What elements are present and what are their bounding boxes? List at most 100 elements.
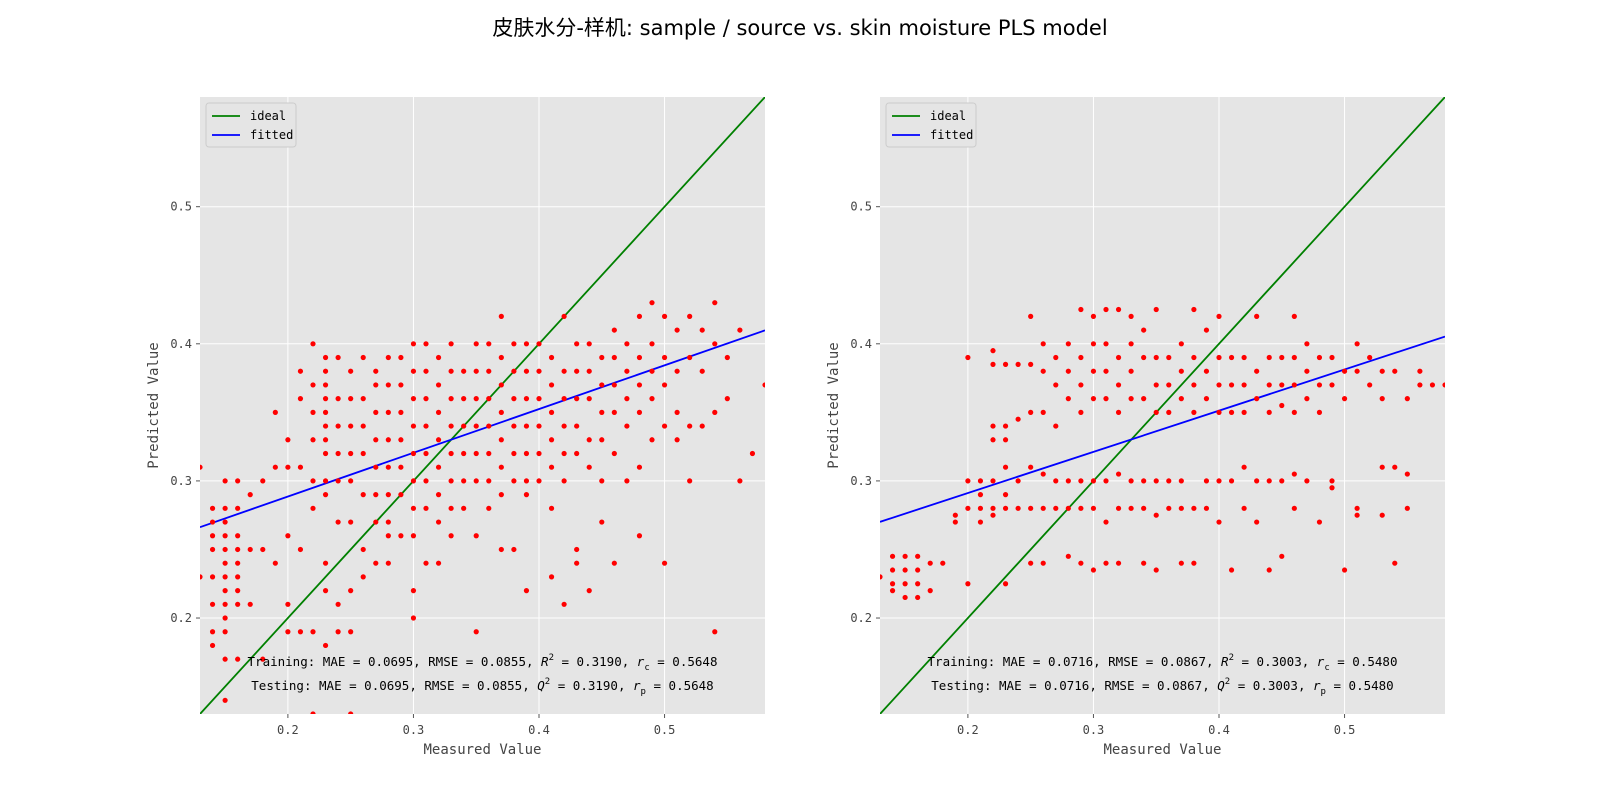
data-point bbox=[674, 409, 680, 415]
metric-fragment: = 0.5648 bbox=[650, 654, 718, 669]
data-point bbox=[348, 423, 354, 429]
data-point bbox=[310, 409, 316, 415]
data-point bbox=[1040, 505, 1046, 511]
data-point bbox=[310, 437, 316, 443]
x-tick-label: 0.3 bbox=[1083, 723, 1105, 737]
data-point bbox=[1053, 423, 1059, 429]
data-point bbox=[1354, 505, 1360, 511]
data-point bbox=[977, 519, 984, 525]
data-point bbox=[611, 560, 617, 566]
data-point bbox=[297, 464, 304, 470]
data-point bbox=[410, 450, 417, 457]
data-point bbox=[385, 437, 391, 443]
data-point bbox=[1191, 354, 1197, 361]
data-point bbox=[599, 519, 605, 525]
data-point bbox=[473, 368, 479, 374]
data-point bbox=[536, 341, 542, 347]
data-point bbox=[889, 581, 896, 587]
data-point bbox=[310, 341, 316, 347]
data-point bbox=[687, 423, 693, 429]
data-point bbox=[297, 368, 304, 374]
data-point bbox=[1291, 313, 1297, 319]
data-point bbox=[209, 546, 216, 553]
data-point bbox=[373, 492, 379, 498]
data-point bbox=[473, 478, 479, 484]
data-point bbox=[222, 519, 228, 525]
data-point bbox=[209, 601, 216, 607]
data-point bbox=[385, 409, 391, 415]
legend: ideal fitted bbox=[205, 102, 297, 148]
data-point bbox=[1241, 354, 1247, 361]
data-point bbox=[373, 382, 379, 388]
data-point bbox=[1028, 464, 1034, 470]
data-point bbox=[548, 354, 555, 361]
chart-panel-right: 0.2 0.3 0.4 0.5 0.2 0.3 0.4 0.5 Measured Value Pr… bbox=[826, 97, 1445, 758]
data-point bbox=[1341, 368, 1348, 374]
data-point bbox=[636, 464, 643, 470]
data-point bbox=[360, 396, 366, 402]
data-point bbox=[222, 615, 228, 621]
data-point bbox=[1392, 560, 1398, 566]
x-axis-label: Measured Value bbox=[1103, 742, 1221, 758]
data-point bbox=[636, 313, 643, 319]
data-point bbox=[486, 423, 492, 429]
data-point bbox=[435, 354, 442, 361]
data-point bbox=[322, 423, 329, 429]
metric-fragment: = 0.5480 bbox=[1326, 678, 1394, 693]
data-point bbox=[511, 478, 517, 484]
data-point bbox=[574, 368, 580, 374]
data-point bbox=[410, 368, 417, 374]
x-tick-label: 0.3 bbox=[403, 723, 425, 737]
data-point bbox=[699, 423, 705, 429]
data-point bbox=[1341, 567, 1348, 573]
data-point bbox=[990, 361, 996, 367]
legend-label-fitted: fitted bbox=[250, 128, 293, 142]
data-point bbox=[310, 629, 316, 635]
data-point bbox=[235, 588, 241, 594]
data-point bbox=[1002, 437, 1009, 443]
data-point bbox=[574, 423, 580, 429]
data-point bbox=[373, 368, 379, 374]
data-point bbox=[1103, 478, 1109, 484]
data-point bbox=[373, 437, 379, 443]
data-point bbox=[712, 409, 718, 415]
data-point bbox=[322, 396, 329, 402]
data-point bbox=[1442, 382, 1445, 388]
data-point bbox=[902, 594, 908, 601]
data-point bbox=[235, 533, 241, 539]
data-point bbox=[586, 341, 592, 347]
metric-fragment: R bbox=[541, 654, 549, 669]
y-tick-label: 0.3 bbox=[170, 474, 192, 488]
data-point bbox=[1354, 368, 1360, 374]
data-point bbox=[498, 546, 504, 553]
data-point bbox=[1153, 478, 1159, 484]
data-point bbox=[636, 533, 643, 539]
x-tick-label: 0.4 bbox=[528, 723, 550, 737]
data-point bbox=[1090, 505, 1097, 511]
data-point bbox=[1266, 478, 1272, 484]
data-point bbox=[1203, 478, 1210, 484]
metrics-line-testing: Testing: MAE = 0.0716, RMSE = 0.0867, Q2… bbox=[931, 677, 1393, 697]
data-point bbox=[624, 396, 630, 402]
data-point bbox=[473, 629, 479, 635]
legend-label-ideal: ideal bbox=[250, 109, 286, 123]
data-point bbox=[222, 546, 228, 553]
y-tick-label: 0.2 bbox=[170, 611, 192, 625]
data-point bbox=[977, 478, 984, 484]
data-point bbox=[1404, 471, 1410, 477]
data-point bbox=[222, 697, 228, 703]
data-point bbox=[1279, 478, 1285, 484]
metric-fragment: p bbox=[641, 687, 646, 697]
data-point bbox=[423, 368, 429, 374]
data-point bbox=[1078, 505, 1084, 511]
data-point bbox=[360, 423, 366, 429]
data-point bbox=[448, 505, 454, 511]
data-point bbox=[536, 423, 542, 429]
data-point bbox=[285, 629, 291, 635]
data-point bbox=[1316, 382, 1323, 388]
data-point bbox=[977, 505, 984, 511]
data-point bbox=[1329, 478, 1335, 484]
data-point bbox=[1153, 354, 1159, 361]
data-point bbox=[335, 423, 341, 429]
data-point bbox=[1291, 409, 1297, 415]
